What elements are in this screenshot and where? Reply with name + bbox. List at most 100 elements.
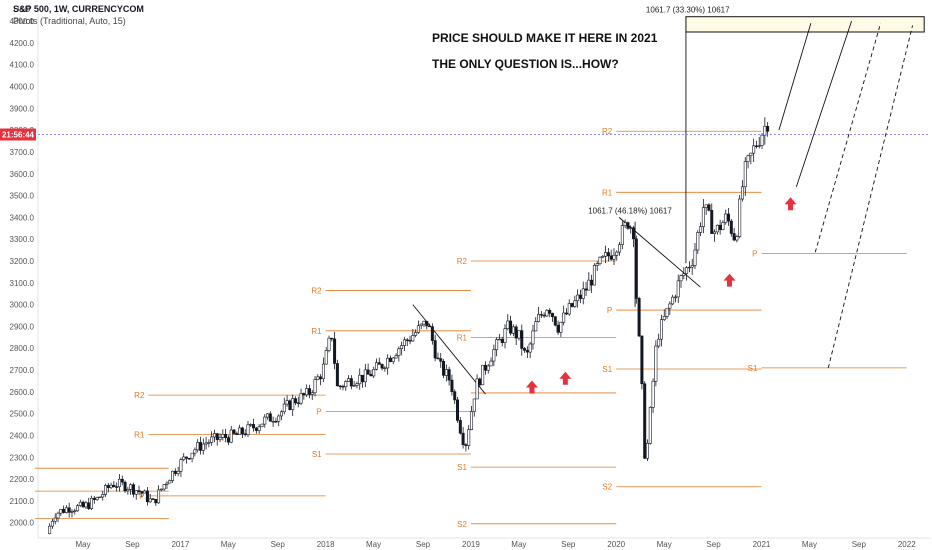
candle-body — [352, 385, 356, 387]
y-tick-label: 3900.0 — [10, 104, 35, 113]
candle-body — [176, 470, 180, 474]
candle-body — [338, 385, 342, 388]
y-tick-label: 2400.0 — [10, 431, 35, 440]
candle-body — [537, 314, 541, 322]
y-tick-label: 2200.0 — [10, 475, 35, 484]
annotation-question: THE ONLY QUESTION IS...HOW? — [432, 57, 619, 71]
x-tick-label: 2019 — [462, 540, 480, 549]
candle-body — [453, 391, 457, 401]
x-axis[interactable]: May Sep 2017 May Sep 2018 May Sep 2019 May Sep 2020… — [38, 537, 930, 549]
candle-body — [419, 323, 423, 327]
pivot-label: S1 — [312, 450, 322, 459]
candle-body — [676, 280, 680, 298]
candle-body — [604, 252, 608, 257]
candle-body — [567, 303, 571, 315]
candle-body — [327, 337, 331, 351]
candle-body — [226, 437, 230, 443]
candle-body — [53, 517, 57, 522]
candle-body — [618, 244, 622, 253]
candle-body — [115, 486, 119, 488]
candle-body — [405, 339, 409, 341]
candle-body — [81, 501, 85, 508]
indicator-title[interactable]: Pivots (Traditional, Auto, 15) — [13, 16, 126, 26]
candle-body — [587, 279, 591, 291]
candle-body — [729, 220, 733, 234]
candle-body — [732, 233, 736, 241]
candle-body — [500, 338, 504, 343]
y-tick-label: 3700.0 — [10, 148, 35, 157]
candle-body — [215, 433, 219, 440]
candle-body — [710, 210, 714, 234]
candle-body — [324, 350, 328, 365]
projection-arrow-2 — [795, 20, 852, 187]
candle-body — [179, 459, 183, 472]
candle-body — [595, 263, 599, 266]
candle-body — [162, 484, 166, 490]
y-tick-label: 2100.0 — [10, 497, 35, 506]
candle-body — [701, 207, 705, 227]
candle-body — [551, 313, 555, 317]
y-tick-label: 3000.0 — [10, 301, 35, 310]
candle-body — [361, 374, 365, 383]
candle-body — [486, 365, 490, 371]
y-tick-label: 3100.0 — [10, 279, 35, 288]
candle-body — [296, 402, 300, 404]
candle-body — [699, 226, 703, 233]
candle-body — [615, 251, 619, 256]
candle-body — [439, 358, 443, 362]
y-tick-label: 3300.0 — [10, 235, 35, 244]
symbol-title[interactable]: S&P 500, 1W, CURRENCYCOM — [13, 4, 144, 14]
candle-body — [243, 433, 247, 435]
candle-body — [173, 470, 177, 474]
candle-body — [391, 357, 395, 362]
projection-arrow-3 — [814, 23, 882, 253]
candle-body — [525, 350, 529, 353]
candle-body — [654, 345, 658, 382]
candle-body — [721, 222, 725, 231]
candle-body — [651, 380, 655, 408]
candle-body — [506, 320, 510, 329]
candle-body — [503, 328, 507, 343]
candle-body — [643, 383, 647, 459]
candle-body — [394, 355, 398, 359]
candle-body — [333, 338, 337, 364]
y-tick-label: 3400.0 — [10, 213, 35, 222]
candle-body — [511, 326, 515, 334]
measure-label-top: 1061.7 (33.30%) 10617 — [646, 6, 730, 15]
candle-body — [397, 348, 401, 356]
pivot-label: S1 — [457, 463, 467, 472]
annotations: PRICE SHOULD MAKE IT HERE IN 2021 THE ONL… — [432, 6, 797, 394]
candle-body — [562, 312, 566, 323]
candle-body — [271, 421, 275, 423]
current-price-line: 21:56:44 — [0, 128, 930, 141]
candle-body — [232, 429, 236, 434]
candle-body — [165, 482, 169, 485]
candle-body — [190, 452, 194, 460]
candle-body — [307, 388, 311, 395]
pivot-label: R2 — [602, 127, 613, 136]
candle-body — [260, 423, 264, 428]
candle-body — [665, 307, 669, 317]
candle-body — [50, 520, 54, 527]
candle-body — [735, 236, 739, 241]
candle-body — [523, 348, 527, 351]
candle-body — [456, 399, 460, 421]
y-tick-label: 4000.0 — [10, 83, 35, 92]
pivot-levels: R1R2PR2R1PS1R1S1S2R2R2R1PS1S2R1PS1 — [35, 16, 925, 529]
candles — [48, 117, 770, 535]
candle-body — [299, 393, 303, 404]
pivot-label: P — [316, 407, 321, 416]
pivot-label: R2 — [134, 391, 145, 400]
y-tick-label: 4100.0 — [10, 61, 35, 70]
projection-arrow-4 — [827, 25, 914, 368]
candle-body — [157, 489, 161, 504]
candle-body — [168, 480, 172, 484]
candle-body — [645, 443, 649, 459]
candle-body — [235, 433, 239, 435]
candle-body — [497, 338, 501, 341]
x-tick-label: May — [802, 540, 817, 549]
candle-body — [548, 310, 552, 314]
candle-body — [143, 490, 147, 494]
candle-body — [210, 436, 214, 443]
